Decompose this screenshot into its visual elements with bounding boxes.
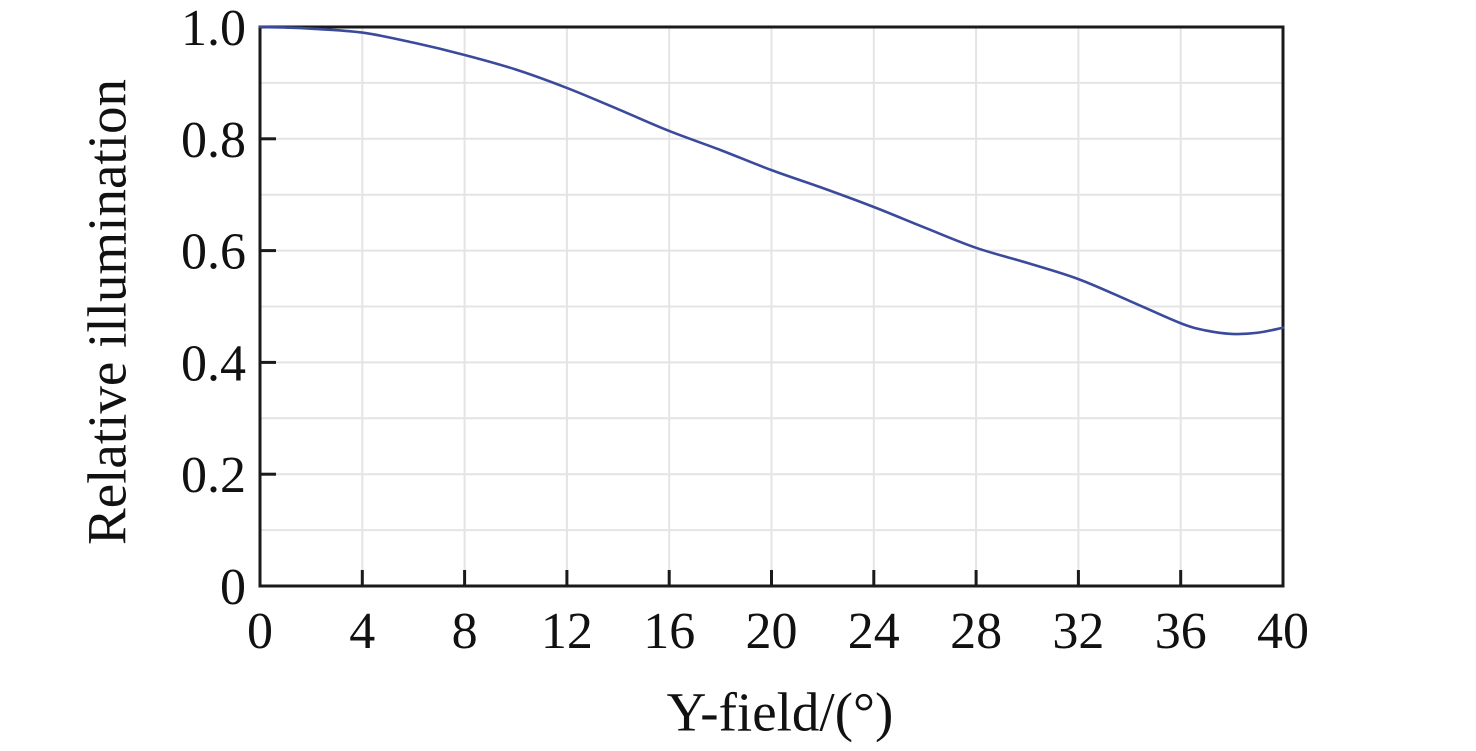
x-tick-label: 4 (349, 603, 375, 660)
x-tick-label: 36 (1155, 603, 1207, 660)
y-tick-label: 0.4 (181, 335, 246, 392)
x-tick-label: 8 (452, 603, 478, 660)
x-axis-title: Y-field/(°) (666, 681, 894, 743)
x-tick-label: 28 (950, 603, 1002, 660)
y-tick-label: 0.2 (181, 447, 246, 504)
x-tick-label: 16 (643, 603, 695, 660)
y-tick-label: 0.6 (181, 224, 246, 281)
x-tick-label: 0 (247, 603, 273, 660)
x-tick-label: 24 (848, 603, 900, 660)
y-axis-title: Relative illumination (76, 79, 138, 545)
y-tick-label: 1.0 (181, 0, 246, 57)
y-tick-label: 0 (220, 559, 246, 616)
x-tick-label: 40 (1257, 603, 1309, 660)
x-tick-label: 20 (746, 603, 798, 660)
x-tick-label: 12 (541, 603, 593, 660)
x-tick-label: 32 (1052, 603, 1104, 660)
y-tick-label: 0.8 (181, 112, 246, 169)
illumination-curve (258, 25, 1285, 336)
